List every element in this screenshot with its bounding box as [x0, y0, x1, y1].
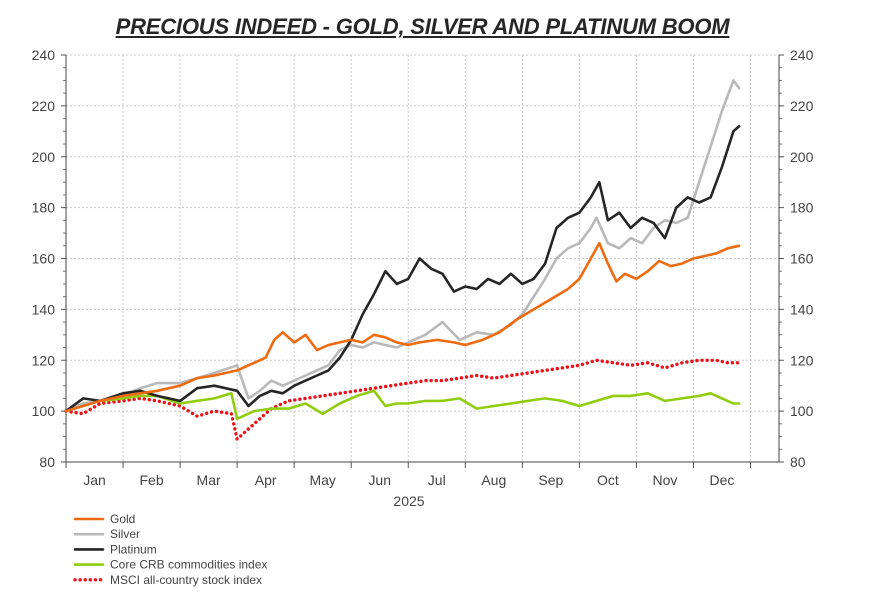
series-line-platinum: [64, 124, 741, 413]
chart-title: PRECIOUS INDEED - GOLD, SILVER AND PLATI…: [115, 14, 730, 39]
x-tick-label: May: [309, 472, 335, 488]
x-axis-label: 2025: [393, 493, 424, 509]
legend-label: MSCI all-country stock index: [110, 573, 262, 587]
y-tick-label-left: 220: [32, 98, 56, 114]
series-line-core-crb-commodities-index: [64, 389, 741, 421]
series-line-msci-all-country-stock-index: [64, 358, 741, 441]
y-tick-label-right: 160: [790, 251, 814, 267]
y-tick-label-left: 100: [32, 403, 56, 419]
legend-label: Silver: [110, 527, 140, 541]
x-tick-label: Dec: [710, 472, 735, 488]
x-tick-label: Jan: [83, 472, 106, 488]
y-tick-label-right: 140: [790, 301, 814, 317]
x-tick-label: Apr: [255, 472, 277, 488]
x-tick-label: Nov: [652, 472, 677, 488]
x-tick-label: Jul: [428, 472, 446, 488]
legend-label: Gold: [110, 512, 135, 526]
axes: 80 80 100 100 120 120 140 140 160 160 180 180 200 200…: [32, 47, 814, 509]
y-tick-label-left: 180: [32, 200, 56, 216]
y-tick-label-right: 240: [790, 47, 814, 63]
y-tick-label-left: 80: [39, 454, 55, 470]
y-tick-label-left: 200: [32, 149, 56, 165]
x-tick-label: Aug: [481, 472, 506, 488]
y-tick-label-right: 100: [790, 403, 814, 419]
y-tick-label-right: 200: [790, 149, 814, 165]
y-tick-label-right: 120: [790, 352, 814, 368]
y-tick-label-left: 240: [32, 47, 56, 63]
x-tick-label: Sep: [538, 472, 563, 488]
x-tick-label: Oct: [597, 472, 619, 488]
legend-label: Platinum: [110, 542, 157, 556]
legend-label: Core CRB commodities index: [110, 558, 267, 572]
y-tick-label-left: 140: [32, 301, 56, 317]
grid-lines: [66, 54, 779, 462]
x-tick-label: Jun: [368, 472, 391, 488]
x-tick-label: Feb: [139, 472, 163, 488]
series-lines: [64, 79, 741, 441]
series-line-gold: [64, 241, 741, 413]
series-line-silver: [64, 79, 741, 413]
y-tick-label-right: 220: [790, 98, 814, 114]
y-tick-label-left: 160: [32, 251, 56, 267]
y-tick-label-right: 80: [790, 454, 806, 470]
y-tick-label-left: 120: [32, 352, 56, 368]
x-tick-label: Mar: [197, 472, 221, 488]
y-tick-label-right: 180: [790, 200, 814, 216]
